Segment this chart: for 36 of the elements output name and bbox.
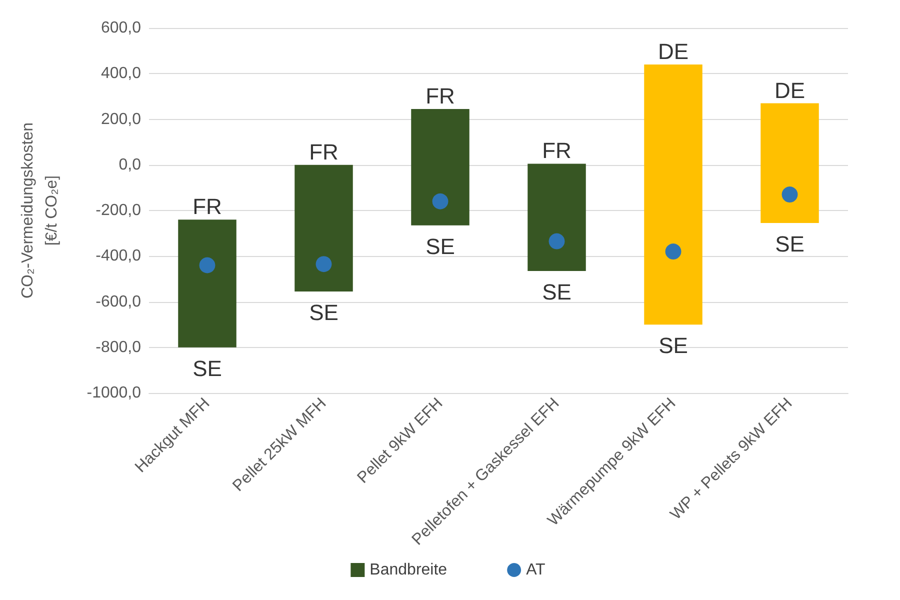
y-axis-title: CO₂-Vermeidungskosten [€/t CO₂e]: [20, 122, 60, 299]
annotation: SE: [775, 232, 804, 257]
annotation: FR: [426, 83, 455, 108]
annotation: FR: [309, 139, 338, 164]
annotation: SE: [192, 356, 222, 381]
annotation: FR: [192, 194, 222, 220]
annotation: SE: [658, 333, 688, 358]
point: [199, 257, 216, 274]
y-tick-label: -800,0: [96, 338, 142, 356]
y-tick-label: 400,0: [100, 65, 142, 82]
y-tick-label: -200,0: [96, 202, 142, 219]
legend-label: Bandbreite: [370, 562, 448, 578]
annotation: FR: [542, 138, 572, 164]
point: [432, 193, 448, 210]
annotation: DE: [658, 39, 689, 64]
point: [548, 233, 565, 250]
annotation: DE: [774, 78, 806, 103]
bar: [178, 220, 236, 348]
y-tick-label: -600,0: [96, 293, 142, 310]
point: [316, 256, 332, 272]
bar: [294, 164, 353, 292]
y-tick-label: -400,0: [96, 248, 142, 265]
bar: [528, 164, 586, 271]
legend-label: AT: [526, 562, 546, 578]
annotation: SE: [309, 300, 338, 325]
bar: [411, 108, 470, 226]
y-tick-label: -1000,0: [86, 384, 142, 402]
bar: [760, 103, 819, 224]
annotation: SE: [426, 234, 455, 259]
y-tick-label: 0,0: [118, 156, 142, 174]
y-tick-label: 200,0: [100, 110, 142, 128]
y-tick-label: 600,0: [100, 20, 142, 36]
bar: [644, 64, 702, 325]
point: [665, 244, 682, 260]
point: [782, 186, 798, 203]
annotation: SE: [542, 279, 572, 304]
